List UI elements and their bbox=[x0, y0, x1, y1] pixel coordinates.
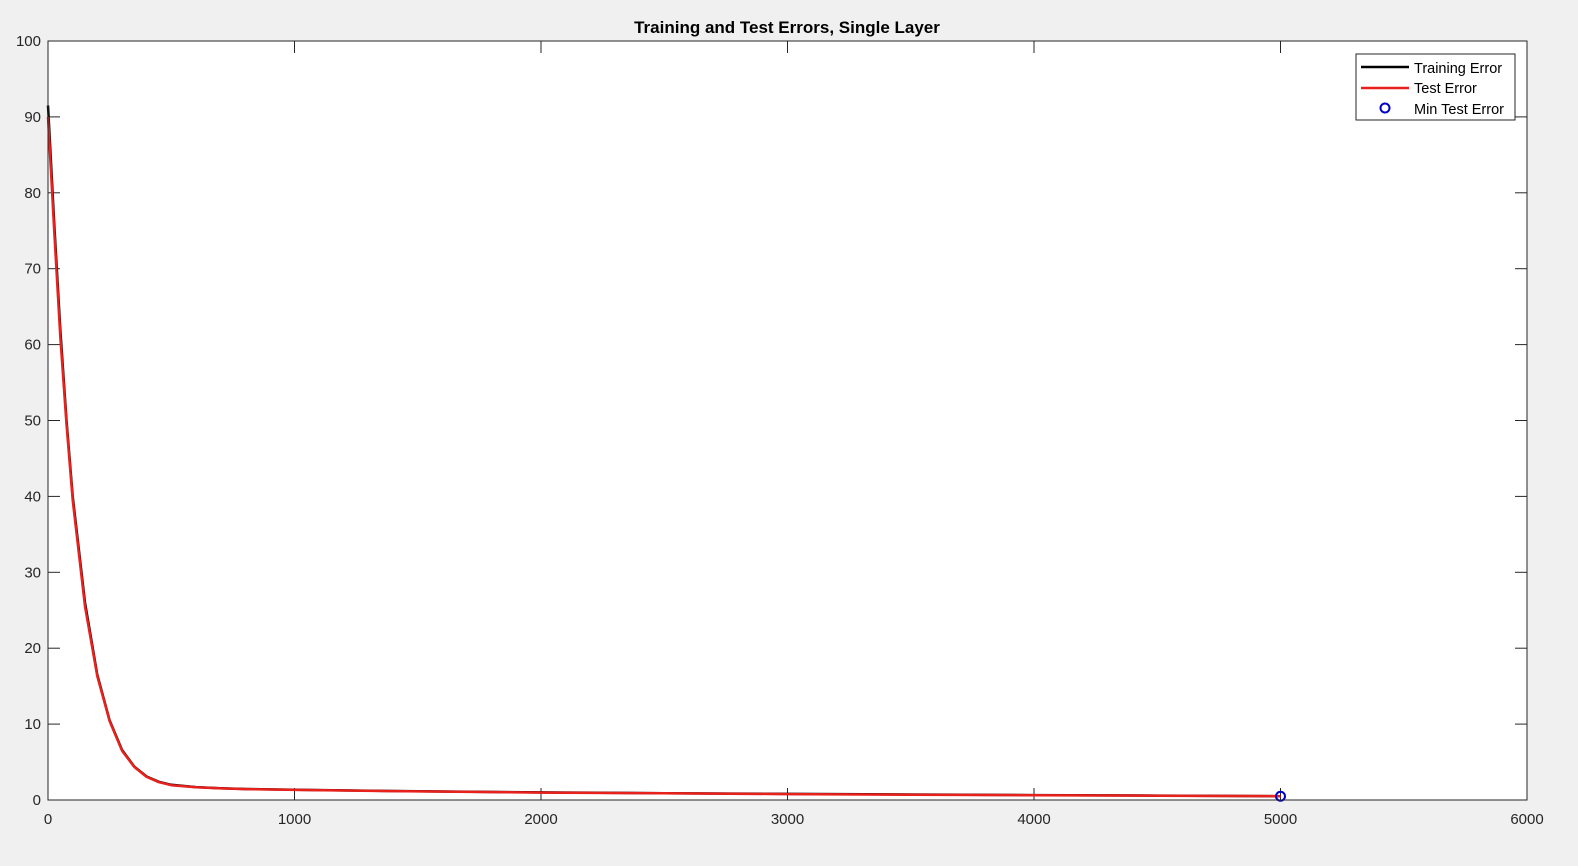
axis-ticks: 0 1000 2000 3000 4000 5000 6000 0 10 20 30 40 50 60 70… bbox=[16, 33, 1544, 828]
x-tick-label: 2000 bbox=[524, 811, 557, 828]
x-tick-label: 0 bbox=[44, 811, 52, 828]
x-tick-label: 5000 bbox=[1264, 811, 1297, 828]
legend: Training Error Test Error Min Test Error bbox=[1355, 53, 1516, 121]
series-layer bbox=[46, 105, 1286, 802]
x-tick-label: 6000 bbox=[1510, 811, 1543, 828]
test-error-line bbox=[46, 116, 1281, 798]
y-tick-label: 20 bbox=[24, 640, 41, 657]
x-tick-label: 1000 bbox=[278, 811, 311, 828]
legend-min-test-error-label: Min Test Error bbox=[1414, 102, 1504, 118]
plot-area bbox=[48, 41, 1527, 800]
y-tick-label: 80 bbox=[24, 185, 41, 202]
y-tick-label: 10 bbox=[24, 716, 41, 733]
y-tick-label: 0 bbox=[33, 792, 41, 809]
legend-min-test-error-marker bbox=[1379, 102, 1391, 114]
y-tick-label: 30 bbox=[24, 564, 41, 581]
legend-training-error-label: Training Error bbox=[1414, 61, 1502, 77]
x-tick-label: 4000 bbox=[1017, 811, 1050, 828]
legend-test-error-label: Test Error bbox=[1414, 81, 1477, 97]
y-tick-label: 100 bbox=[16, 33, 41, 50]
y-tick-label: 50 bbox=[24, 413, 41, 430]
chart-title: Training and Test Errors, Single Layer bbox=[634, 18, 940, 37]
y-tick-label: 70 bbox=[24, 261, 41, 278]
min-test-error-marker bbox=[1275, 790, 1286, 802]
axes-box bbox=[47, 40, 1528, 801]
y-tick-label: 40 bbox=[24, 488, 41, 505]
y-tick-label: 90 bbox=[24, 109, 41, 126]
x-tick-label: 3000 bbox=[771, 811, 804, 828]
y-tick-label: 60 bbox=[24, 337, 41, 354]
